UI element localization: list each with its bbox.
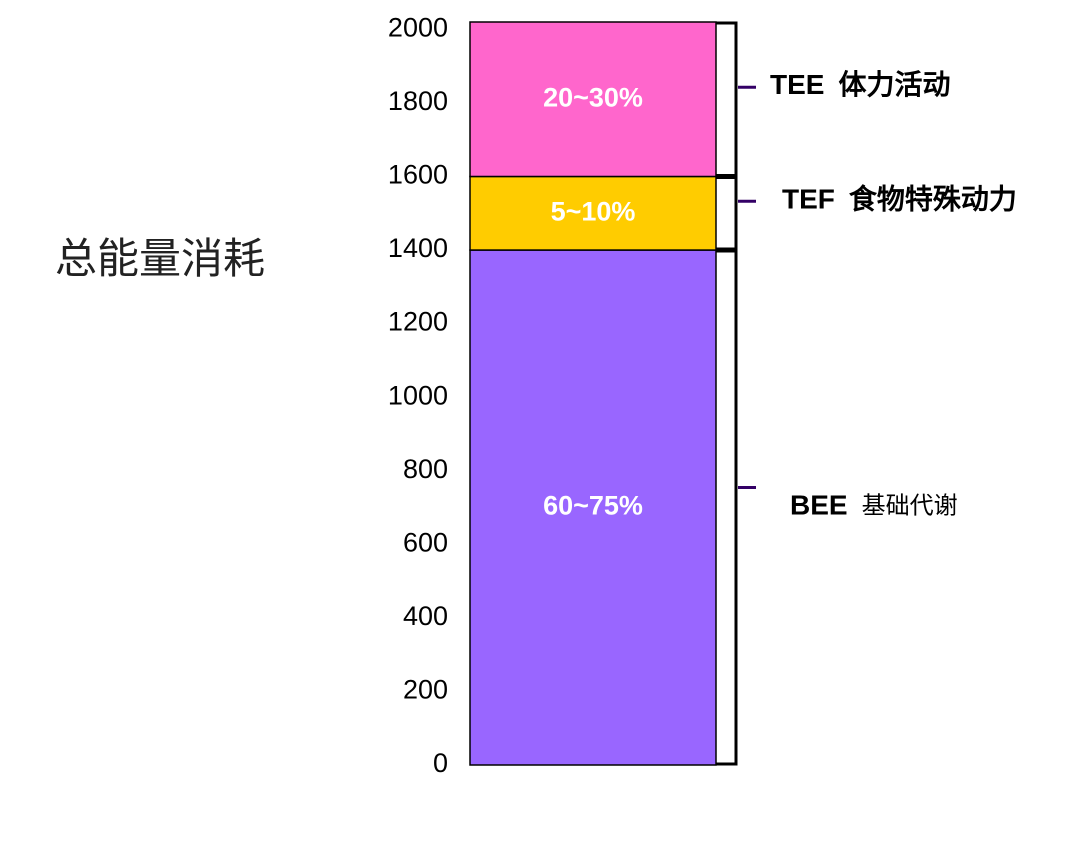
bracket: [716, 249, 738, 766]
bracket: [716, 175, 738, 251]
series-name: BEE: [790, 490, 848, 521]
series-description: 基础代谢: [862, 493, 958, 520]
bar-segment: [469, 21, 717, 178]
bar-segment: [469, 249, 717, 766]
y-tick-label: 800: [403, 454, 448, 484]
y-tick-label: 0: [433, 748, 448, 778]
y-tick-label: 1800: [388, 86, 448, 116]
y-tick-label: 1000: [388, 380, 448, 410]
series-label: TEE 体力活动: [770, 70, 950, 101]
bracket: [716, 21, 738, 177]
y-tick-label: 2000: [388, 12, 448, 42]
segment-label: 60~75%: [543, 491, 643, 521]
series-name: TEE: [770, 70, 824, 101]
chart-title: 总能量消耗: [55, 235, 265, 282]
y-tick-label: 400: [403, 601, 448, 631]
y-tick-label: 1400: [388, 233, 448, 263]
segment-label: 20~30%: [543, 82, 643, 112]
segment-label: 5~10%: [551, 196, 636, 226]
series-description: 体力活动: [838, 70, 950, 101]
series-label: BEE 基础代谢: [790, 490, 958, 521]
bar-segment: [469, 175, 717, 251]
y-tick-label: 1200: [388, 307, 448, 337]
y-tick-label: 600: [403, 527, 448, 557]
series-label: TEF 食物特殊动力: [782, 183, 1017, 215]
series-description: 食物特殊动力: [849, 183, 1017, 215]
y-tick-label: 1600: [388, 160, 448, 190]
y-tick-label: 200: [403, 675, 448, 705]
series-name: TEF: [782, 184, 835, 215]
